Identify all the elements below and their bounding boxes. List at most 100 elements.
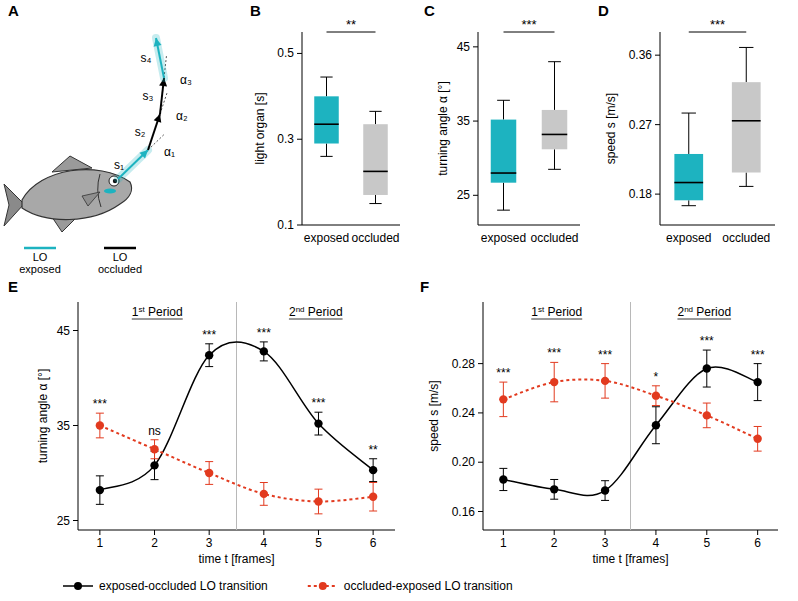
y-tick bbox=[478, 511, 483, 512]
series-line bbox=[100, 426, 373, 502]
significance-label: ns bbox=[148, 424, 161, 438]
box-group bbox=[674, 47, 760, 205]
significance-label: *** bbox=[496, 366, 510, 380]
y-tick bbox=[655, 55, 660, 56]
y-axis-title: speed s [m/s] bbox=[604, 93, 618, 164]
period-label-part: Period bbox=[693, 305, 731, 319]
fish-tail bbox=[4, 184, 24, 226]
significance-label: *** bbox=[257, 326, 271, 340]
y-tick-label: 0.20 bbox=[452, 455, 476, 469]
series-line bbox=[503, 367, 757, 496]
point bbox=[499, 475, 507, 483]
panel-letter: C bbox=[424, 2, 435, 19]
y-axis-title: light organ [s] bbox=[253, 92, 267, 164]
y-tick bbox=[478, 412, 483, 413]
y-axis-title: turning angle α [°] bbox=[36, 369, 50, 463]
point bbox=[205, 351, 213, 359]
y-tick-label: 0.28 bbox=[452, 357, 476, 371]
point bbox=[550, 378, 558, 386]
error-bar bbox=[96, 413, 104, 438]
period-boundary bbox=[236, 302, 237, 530]
box bbox=[674, 154, 703, 200]
significance-label: *** bbox=[598, 348, 612, 362]
whisker-cap bbox=[320, 156, 332, 157]
point bbox=[369, 493, 377, 501]
fish-gill bbox=[98, 174, 101, 207]
significance-label: *** bbox=[547, 346, 561, 360]
error-bar bbox=[601, 364, 609, 399]
whisker-cap bbox=[739, 47, 753, 48]
point bbox=[150, 461, 158, 469]
whisker bbox=[503, 100, 504, 119]
error-bar bbox=[260, 342, 268, 361]
y-tick bbox=[478, 363, 483, 364]
y-axis-line bbox=[483, 302, 484, 530]
x-tick bbox=[655, 530, 656, 535]
whisker-cap bbox=[682, 205, 696, 206]
y-tick bbox=[73, 425, 78, 426]
error-bar bbox=[96, 476, 104, 505]
y-tick bbox=[655, 124, 660, 125]
point bbox=[753, 435, 761, 443]
whisker bbox=[746, 47, 747, 82]
error-bar bbox=[601, 481, 609, 501]
point bbox=[601, 377, 609, 385]
segment-label: s₂ bbox=[135, 125, 146, 139]
segment-arrowhead bbox=[139, 150, 148, 158]
y-tick-label: 0.18 bbox=[629, 187, 653, 201]
fish-diagram bbox=[4, 38, 168, 232]
x-tick-label: 4 bbox=[653, 536, 660, 550]
y-axis-title: speed s [m/s] bbox=[427, 380, 441, 451]
series-group bbox=[499, 350, 762, 500]
point bbox=[96, 421, 104, 429]
x-tick-label: 1 bbox=[97, 536, 104, 550]
legend-label: LOexposed bbox=[19, 251, 61, 275]
legend-label-line: LO bbox=[113, 251, 128, 263]
median bbox=[674, 182, 703, 184]
period-underline bbox=[677, 319, 731, 320]
y-axis-line bbox=[478, 32, 479, 225]
y-tick-label: 0.5 bbox=[277, 46, 294, 60]
significance-label: *** bbox=[700, 334, 714, 348]
segment-arrowhead bbox=[154, 114, 162, 123]
legend-marker bbox=[319, 582, 327, 590]
x-axis-title: time t [frames] bbox=[198, 552, 274, 566]
angle-label: α₂ bbox=[176, 109, 188, 123]
error-bar bbox=[205, 344, 213, 367]
y-axis-title: turning angle α [°] bbox=[436, 81, 450, 175]
x-tick-label: occluded bbox=[530, 231, 578, 245]
x-axis-title: time t [frames] bbox=[592, 552, 668, 566]
angle-label: α₃ bbox=[180, 73, 192, 87]
x-tick bbox=[263, 530, 264, 535]
whisker-cap bbox=[320, 77, 332, 78]
point bbox=[314, 419, 322, 427]
period-label-part: Period bbox=[145, 305, 183, 319]
point bbox=[369, 466, 377, 474]
whisker-cap bbox=[497, 210, 510, 211]
error-bar bbox=[703, 403, 711, 428]
x-tick bbox=[99, 530, 100, 535]
whisker bbox=[375, 195, 376, 204]
period-label-part: Period bbox=[544, 305, 582, 319]
x-tick bbox=[318, 530, 319, 535]
box-group bbox=[314, 77, 388, 204]
whisker bbox=[554, 149, 555, 169]
x-axis-line bbox=[302, 225, 400, 226]
x-tick bbox=[373, 530, 374, 535]
legend-label: LOoccluded bbox=[98, 251, 142, 275]
box bbox=[491, 120, 517, 183]
whisker-cap bbox=[369, 111, 381, 112]
point bbox=[96, 486, 104, 494]
legend-label: exposed-occluded LO transition bbox=[99, 579, 268, 593]
y-tick bbox=[473, 46, 478, 47]
period-label-part: Period bbox=[305, 305, 343, 319]
x-axis-line bbox=[478, 225, 580, 226]
figure: As₁s₂s₃s₄α₁α₂α₃LOexposedLOoccludedB0.10.… bbox=[0, 0, 798, 601]
box bbox=[542, 110, 568, 149]
y-tick bbox=[473, 195, 478, 196]
x-tick-label: exposed bbox=[666, 231, 711, 245]
whisker-cap bbox=[682, 113, 696, 114]
y-tick-label: 0.24 bbox=[452, 406, 476, 420]
x-tick-label: exposed bbox=[481, 231, 526, 245]
x-tick bbox=[706, 530, 707, 535]
